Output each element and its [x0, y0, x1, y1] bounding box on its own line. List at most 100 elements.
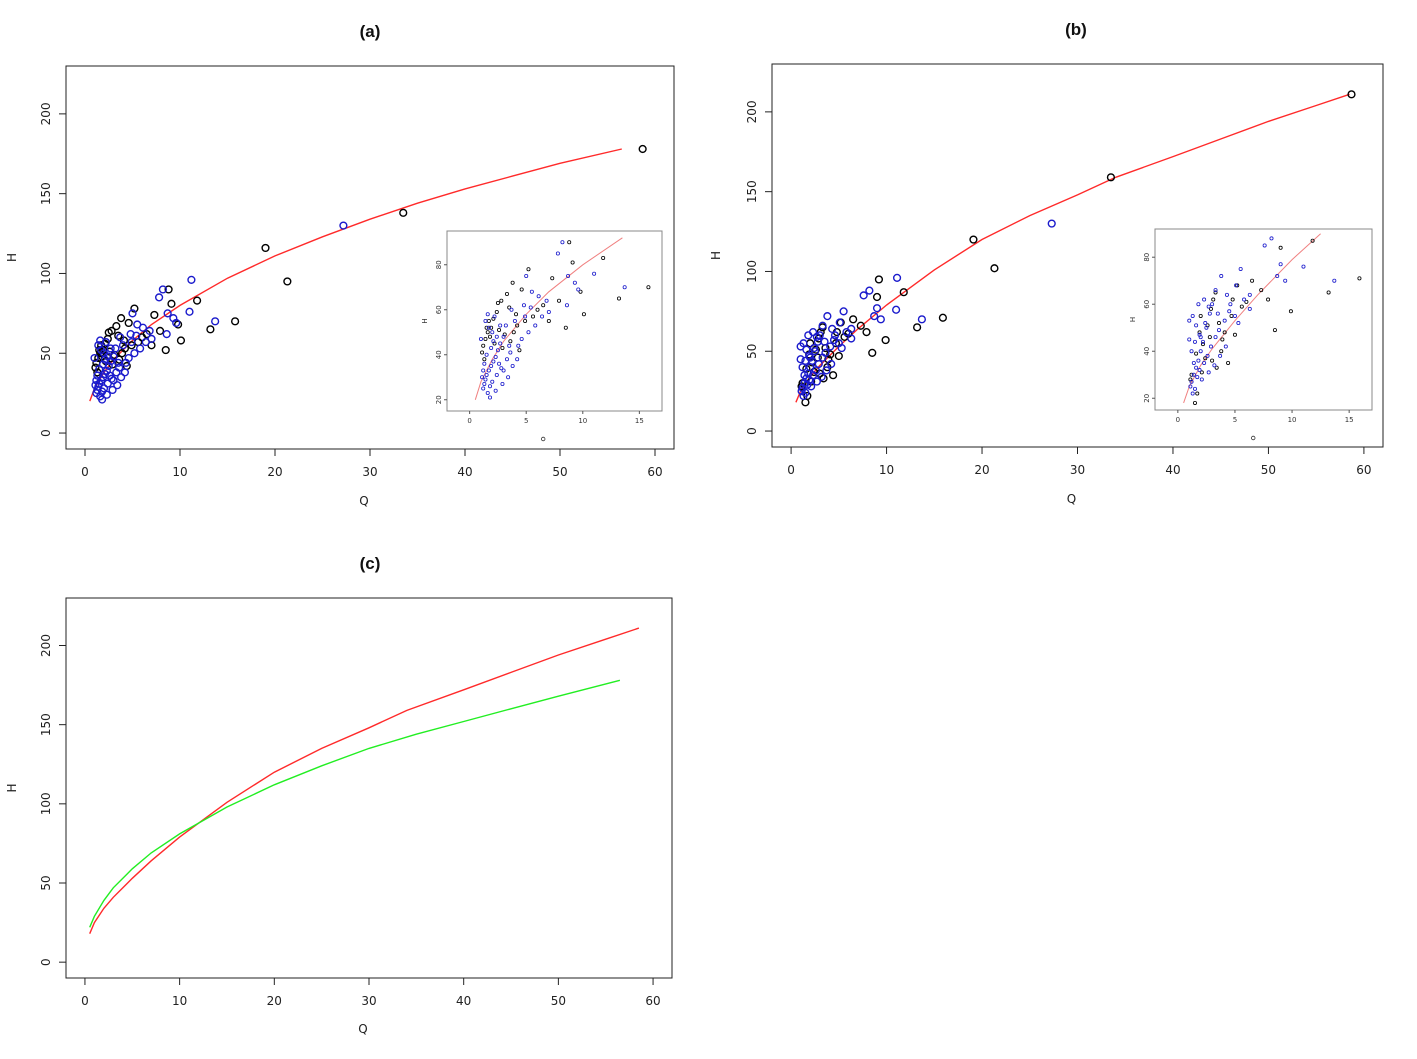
x-tick-label: 10 — [172, 465, 187, 479]
inset-data-point — [1199, 370, 1204, 375]
inset-data-point — [1195, 391, 1200, 396]
inset-data-point — [1310, 238, 1315, 243]
inset-data-point — [541, 303, 546, 308]
data-point — [101, 337, 111, 347]
data-point — [874, 275, 884, 284]
data-point — [113, 381, 122, 390]
inset-data-point — [572, 280, 577, 285]
inset-data-point — [515, 323, 520, 328]
inset-data-point — [1222, 330, 1227, 335]
inset-data-point — [1213, 288, 1218, 293]
data-point — [821, 348, 830, 357]
inset-data-point — [1301, 264, 1306, 269]
inset-data-point — [1187, 337, 1192, 342]
inset-data-point — [519, 336, 524, 341]
data-point — [164, 285, 173, 294]
data-point — [817, 372, 826, 381]
data-point — [167, 299, 176, 308]
data-point — [814, 359, 823, 369]
inset-data-point — [557, 298, 562, 303]
data-point — [174, 320, 183, 329]
inset-data-point — [1198, 313, 1203, 318]
inset-data-point — [1207, 311, 1212, 316]
data-point — [818, 321, 827, 330]
data-point — [849, 315, 858, 324]
data-point — [800, 371, 809, 380]
inset-y-tick-label: 60 — [1143, 300, 1151, 309]
inset-data-point — [515, 357, 520, 362]
x-tick-label: 0 — [81, 465, 89, 479]
data-point — [826, 342, 835, 351]
data-point — [114, 358, 123, 367]
inset-data-point — [483, 377, 488, 382]
inset-data-point — [581, 312, 586, 317]
inset-data-point — [495, 348, 500, 353]
data-point — [865, 286, 874, 295]
data-point — [990, 264, 999, 273]
inset-x-tick-label: 5 — [1233, 416, 1237, 424]
data-point — [112, 322, 121, 331]
data-point — [187, 275, 196, 284]
inset-data-point — [576, 287, 581, 292]
inset-data-point — [1227, 309, 1232, 314]
inset-data-point — [506, 375, 511, 380]
inset-data-point — [1239, 304, 1244, 309]
inset-x-tick-label: 5 — [524, 417, 528, 425]
data-point — [892, 273, 902, 282]
data-point — [120, 368, 130, 377]
inset-data-point — [1234, 283, 1239, 288]
data-point — [892, 305, 901, 314]
inset-y-tick-label: 60 — [435, 305, 443, 314]
inset-data-point — [485, 312, 490, 317]
y-tick-label: 200 — [39, 634, 53, 657]
inset-data-point — [1204, 325, 1209, 330]
data-point — [158, 285, 168, 294]
inset-data-point — [1332, 278, 1337, 283]
data-point — [859, 291, 868, 300]
inset-data-point — [1202, 360, 1207, 365]
inset-data-point — [489, 363, 494, 368]
data-point — [820, 337, 829, 346]
inset-data-point — [1283, 278, 1288, 283]
inset-y-tick-label: 80 — [435, 260, 443, 269]
data-point — [807, 382, 816, 391]
inset-data-point — [546, 309, 551, 314]
y-tick-label: 0 — [39, 429, 53, 437]
inset-data-point — [578, 289, 583, 294]
inset-data-point — [533, 323, 538, 328]
data-point — [106, 344, 115, 353]
inset-data-point — [1288, 309, 1293, 314]
inset-y-axis-title: H — [1129, 317, 1137, 322]
inset-data-point — [487, 395, 492, 400]
inset-data-point — [1192, 400, 1197, 405]
x-tick-label: 30 — [1070, 463, 1085, 477]
inset-data-point — [1326, 290, 1331, 295]
inset-data-point — [622, 285, 627, 290]
data-point — [917, 315, 926, 324]
inset-data-point — [1228, 302, 1233, 307]
inset-data-point — [507, 305, 512, 310]
inset-data-point — [504, 357, 509, 362]
inset-data-point — [535, 307, 540, 312]
inset-data-point — [497, 361, 502, 366]
data-point — [116, 314, 126, 323]
inset-data-point — [1232, 332, 1237, 337]
chart-title-a: (a) — [359, 22, 381, 41]
inset-data-point — [511, 330, 516, 335]
inset-data-point — [485, 390, 490, 395]
inset-data-point — [1194, 365, 1199, 370]
inset-data-point — [510, 280, 515, 285]
data-point — [798, 363, 807, 372]
x-tick-label: 10 — [879, 463, 894, 477]
data-point — [872, 304, 882, 313]
inset-data-point — [1197, 368, 1202, 373]
data-point — [797, 387, 806, 396]
data-point — [115, 363, 124, 372]
y-tick-label: 200 — [39, 102, 53, 125]
data-point — [837, 343, 846, 353]
inset-data-point — [523, 318, 528, 323]
inset-data-point — [1187, 318, 1192, 323]
y-tick-label: 0 — [39, 958, 53, 966]
inset-data-point — [529, 289, 534, 294]
inset-data-point — [1196, 302, 1201, 307]
